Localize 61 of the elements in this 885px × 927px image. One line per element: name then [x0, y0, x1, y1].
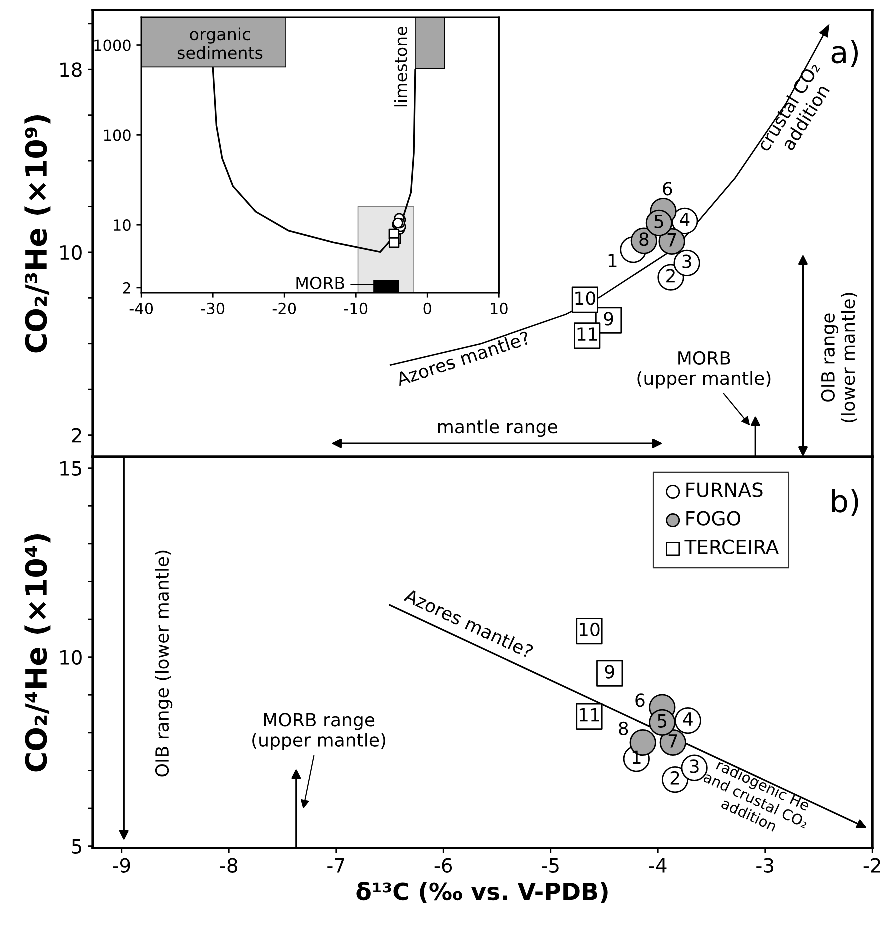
annotation: b)	[832, 489, 858, 516]
y-axis-title: CO₂/³He (×10⁹)	[24, 116, 51, 353]
x-tick-label: -4	[649, 858, 667, 873]
annotation: 7	[668, 234, 676, 247]
annotation: 11	[580, 708, 600, 722]
annotation: mantle range	[438, 420, 558, 438]
legend-label: FOGO	[686, 511, 741, 526]
x-tick-label: -30	[201, 302, 225, 314]
annotation: OIB range (lower mantle)	[155, 550, 173, 777]
legend-label: FURNAS	[686, 482, 763, 498]
annotation: MORB range (upper mantle)	[252, 713, 386, 750]
x-tick-label: -10	[344, 302, 368, 314]
x-tick-label: 0	[424, 302, 432, 314]
annotation: 3	[690, 760, 699, 774]
annotation: 5	[654, 215, 664, 228]
annotation: 10	[580, 622, 600, 636]
annotation: 1	[608, 254, 617, 268]
annotation: MORB (upper mantle)	[638, 351, 771, 389]
x-tick-label: -8	[220, 858, 238, 873]
annotation: 8	[619, 722, 628, 736]
x-tick-label: -40	[130, 302, 154, 314]
annotation: MORB	[296, 276, 344, 290]
x-tick-label: -5	[542, 858, 559, 873]
y-tick-label: 2	[72, 428, 82, 443]
y-tick-label: 18	[60, 62, 82, 78]
annotation: 8	[640, 232, 649, 246]
annotation: 9	[604, 312, 614, 326]
x-axis-title: δ¹³C (‰ vs. V-PDB)	[356, 882, 608, 904]
annotation: 9	[605, 665, 614, 679]
x-tick-label: -2	[864, 858, 880, 873]
annotation: limestone	[394, 27, 408, 107]
y-tick-label: 2	[123, 282, 130, 294]
annotation: OIB range (lower mantle)	[821, 293, 858, 423]
y-tick-label: 100	[104, 130, 131, 142]
x-tick-label: -9	[113, 858, 130, 873]
y-tick-label: 10	[114, 220, 131, 232]
annotation: organic sediments	[178, 28, 263, 60]
annotation: 3	[682, 254, 692, 268]
x-tick-label: -3	[756, 858, 774, 873]
y-tick-label: 15	[60, 462, 82, 476]
x-tick-label: 10	[491, 302, 508, 314]
annotation: 5	[658, 714, 667, 728]
y-tick-label: 10	[60, 245, 82, 260]
annotation: 2	[666, 269, 675, 283]
annotation: 6	[636, 694, 645, 708]
legend-label: TERCEIRA	[684, 540, 779, 554]
y-axis-title: CO₂/⁴He (×10⁴)	[24, 534, 51, 772]
annotation: 10	[576, 292, 596, 306]
x-tick-label: -20	[272, 302, 296, 314]
annotation: 4	[683, 712, 693, 726]
annotation: 2	[670, 771, 680, 785]
annotation: a)	[832, 40, 858, 68]
x-tick-label: -6	[434, 858, 452, 873]
annotation: 11	[578, 328, 598, 341]
annotation: 6	[663, 182, 672, 196]
annotation: 4	[680, 212, 690, 226]
annotation: 7	[668, 734, 678, 748]
y-tick-label: 10	[60, 650, 82, 665]
x-tick-label: -7	[328, 858, 344, 873]
y-tick-label: 1000	[94, 40, 131, 52]
y-tick-label: 5	[72, 840, 82, 854]
